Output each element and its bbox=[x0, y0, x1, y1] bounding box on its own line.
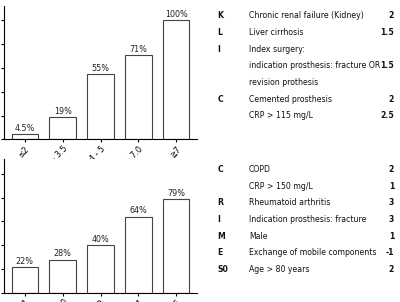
Bar bbox=[163, 20, 190, 140]
Bar bbox=[12, 267, 38, 293]
Text: 22%: 22% bbox=[16, 256, 34, 265]
Text: Chronic renal failure (Kidney): Chronic renal failure (Kidney) bbox=[249, 11, 364, 20]
Text: S0: S0 bbox=[218, 265, 228, 274]
Text: 64%: 64% bbox=[130, 207, 147, 216]
Text: C: C bbox=[218, 95, 223, 104]
Text: 2: 2 bbox=[389, 11, 394, 20]
Text: 1: 1 bbox=[389, 182, 394, 191]
Text: 28%: 28% bbox=[54, 249, 72, 259]
Text: 2: 2 bbox=[389, 95, 394, 104]
Text: Liver cirrhosis: Liver cirrhosis bbox=[249, 28, 304, 37]
Text: Exchange of mobile components: Exchange of mobile components bbox=[249, 248, 376, 257]
Bar bbox=[163, 199, 190, 293]
Text: 71%: 71% bbox=[130, 45, 147, 54]
Text: 55%: 55% bbox=[92, 64, 110, 73]
Text: 4.5%: 4.5% bbox=[15, 124, 35, 133]
Text: Age > 80 years: Age > 80 years bbox=[249, 265, 310, 274]
Text: E: E bbox=[218, 248, 223, 257]
Text: Cemented prosthesis: Cemented prosthesis bbox=[249, 95, 332, 104]
Text: 2.5: 2.5 bbox=[380, 111, 394, 120]
Text: I: I bbox=[218, 215, 220, 224]
Bar bbox=[125, 217, 152, 293]
Text: R: R bbox=[218, 198, 224, 207]
Bar bbox=[87, 74, 114, 140]
Bar bbox=[12, 134, 38, 140]
Text: 1.5: 1.5 bbox=[380, 28, 394, 37]
Text: 3: 3 bbox=[389, 198, 394, 207]
Text: 79%: 79% bbox=[167, 189, 185, 198]
Text: 1.5: 1.5 bbox=[380, 61, 394, 70]
Text: Male: Male bbox=[249, 232, 268, 241]
Text: revision prothesis: revision prothesis bbox=[249, 78, 318, 87]
Text: 100%: 100% bbox=[165, 10, 188, 19]
Text: 1: 1 bbox=[389, 232, 394, 241]
Text: 2: 2 bbox=[389, 165, 394, 174]
Text: 2: 2 bbox=[389, 265, 394, 274]
Text: CRP > 150 mg/L: CRP > 150 mg/L bbox=[249, 182, 313, 191]
Text: Rheumatoid arthritis: Rheumatoid arthritis bbox=[249, 198, 330, 207]
Text: I: I bbox=[218, 45, 220, 54]
Text: K: K bbox=[218, 11, 224, 20]
Text: L: L bbox=[218, 28, 222, 37]
Bar bbox=[87, 245, 114, 293]
Text: COPD: COPD bbox=[249, 165, 271, 174]
Bar bbox=[50, 117, 76, 140]
Text: -1: -1 bbox=[386, 248, 394, 257]
Text: Indication prosthesis: fracture: Indication prosthesis: fracture bbox=[249, 215, 366, 224]
Text: 19%: 19% bbox=[54, 107, 72, 116]
Text: 40%: 40% bbox=[92, 235, 110, 244]
Text: Index surgery:: Index surgery: bbox=[249, 45, 305, 54]
Text: M: M bbox=[218, 232, 226, 241]
Text: C: C bbox=[218, 165, 223, 174]
Bar bbox=[50, 260, 76, 293]
Text: 3: 3 bbox=[389, 215, 394, 224]
Bar bbox=[125, 55, 152, 140]
Text: CRP > 115 mg/L: CRP > 115 mg/L bbox=[249, 111, 313, 120]
Text: indication prosthesis: fracture OR: indication prosthesis: fracture OR bbox=[249, 61, 380, 70]
